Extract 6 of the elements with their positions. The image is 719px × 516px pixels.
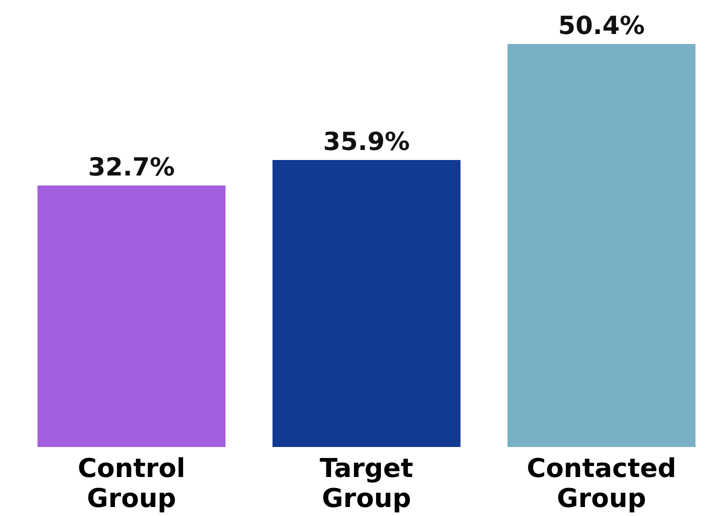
x-tick-label: Control Group (78, 454, 186, 514)
data-label: 32.7% (88, 152, 175, 182)
x-tick-label: Target Group (320, 454, 414, 514)
data-label: 50.4% (558, 11, 645, 40)
data-label: 35.9% (323, 126, 410, 156)
x-tick-label: Contacted Group (526, 454, 676, 514)
